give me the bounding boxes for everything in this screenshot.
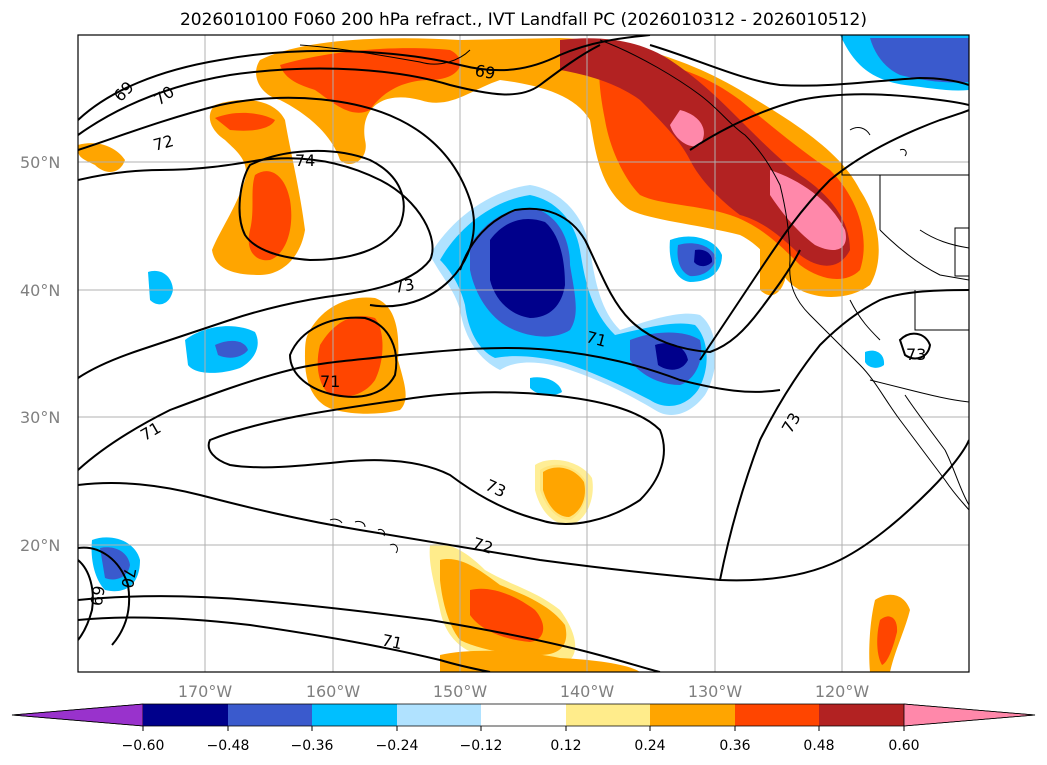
lat-label-50n: 50°N — [20, 153, 60, 172]
colorbar-segment — [819, 704, 904, 726]
contour-73-small — [898, 332, 932, 360]
fill-red-central — [317, 316, 383, 397]
colorbar-tick-label: −0.24 — [376, 738, 419, 754]
contour-label: 69 — [473, 61, 496, 83]
contour-73-loop — [459, 207, 801, 354]
fill-cyan-farwest — [148, 270, 173, 305]
contour-lines — [78, 35, 969, 672]
fill-blue-west — [215, 340, 248, 358]
fill-cyan-small-2 — [865, 350, 885, 368]
colorbar-segment — [481, 704, 566, 726]
longitude-labels: 170°W 160°W 150°W 140°W 130°W 120°W — [178, 682, 870, 701]
fill-red-south — [470, 588, 544, 642]
lon-label-140w: 140°W — [560, 682, 615, 701]
contour-label: 74 — [295, 151, 315, 170]
colorbar-tick-label: 0.24 — [634, 738, 665, 754]
lat-label-20n: 20°N — [20, 536, 60, 555]
colorbar-tick-label: 0.60 — [888, 738, 919, 754]
coastlines — [299, 35, 969, 554]
contour-70-south — [78, 616, 491, 672]
fill-navy-central — [490, 219, 688, 370]
colorbar-tick-label: 0.36 — [719, 738, 750, 754]
lon-label-170w: 170°W — [178, 682, 233, 701]
contour-71-loop — [288, 316, 398, 398]
colorbar-segment — [650, 704, 735, 726]
colorbar-tick-label: −0.48 — [207, 738, 250, 754]
colorbar-segment — [312, 704, 397, 726]
lon-label-150w: 150°W — [433, 682, 488, 701]
contour-73-south — [207, 391, 665, 525]
contour-label: 71 — [584, 327, 609, 351]
fill-cyan-small-1 — [530, 377, 562, 396]
colorbar-ticks — [142, 726, 905, 731]
contour-73-east — [719, 289, 969, 581]
fill-orange-farwest — [78, 143, 125, 172]
fill-red-se — [877, 616, 898, 665]
contour-71-south — [78, 595, 661, 672]
fill-orange-bottom — [440, 650, 640, 672]
contour-71-east — [699, 109, 969, 361]
colorbar-tick-label: −0.12 — [460, 738, 503, 754]
lon-label-130w: 130°W — [688, 682, 743, 701]
lon-label-160w: 160°W — [306, 682, 361, 701]
contour-label: 69 — [87, 584, 109, 607]
fill-red-north — [280, 48, 461, 113]
contour-72-north — [78, 96, 475, 308]
colorbar-segment — [228, 704, 312, 726]
colorbar-tick-label: 0.48 — [803, 738, 834, 754]
contour-74 — [238, 149, 405, 262]
map-title: 2026010100 F060 200 hPa refract., IVT La… — [179, 10, 867, 30]
positive-anomaly-fills — [78, 38, 910, 672]
colorbar-segment — [566, 704, 650, 726]
colorbar-segment — [11, 703, 144, 727]
contour-label-group: 69 70 72 74 73 71 71 73 71 69 73 73 72 7… — [87, 61, 927, 653]
fill-red-west — [215, 112, 292, 261]
fill-navy-ne-small — [694, 249, 713, 267]
contour-70-north — [78, 44, 601, 136]
contour-73-main — [78, 157, 434, 379]
contour-71-west — [78, 346, 781, 471]
contour-label: 72 — [151, 131, 176, 155]
map-frame — [77, 34, 970, 673]
contour-72-south — [78, 439, 969, 582]
contour-69-ne — [649, 44, 969, 87]
colorbar-segment — [143, 704, 228, 726]
map-area: 69 70 72 74 73 71 71 73 71 69 73 73 72 7… — [78, 35, 969, 672]
contour-69-sw — [78, 559, 94, 641]
colorbar-segment — [397, 704, 481, 726]
contour-label: 73 — [906, 345, 926, 364]
colorbar-segment — [903, 703, 1036, 727]
lat-label-40n: 40°N — [20, 281, 60, 300]
colorbar-tick-label: 0.12 — [550, 738, 581, 754]
contour-label: 71 — [380, 630, 404, 653]
colorbar-segment — [735, 704, 819, 726]
lat-label-30n: 30°N — [20, 408, 60, 427]
colorbar-tick-label: −0.60 — [122, 738, 165, 754]
fill-darkblue-topright — [870, 38, 969, 83]
colorbar: −0.60 −0.48 −0.36 −0.24 −0.12 0.12 0.24 … — [11, 703, 1036, 754]
contour-ne-2 — [689, 93, 969, 151]
fill-orange-small-2 — [543, 467, 585, 517]
contour-69-north — [78, 35, 651, 121]
contour-label: 70 — [117, 566, 139, 589]
negative-anomaly-fills — [91, 35, 969, 592]
colorbar-tick-label: −0.36 — [291, 738, 334, 754]
fill-pink-ne — [670, 110, 846, 250]
contour-label: 71 — [320, 372, 340, 391]
contour-label: 73 — [393, 275, 416, 297]
lon-label-120w: 120°W — [815, 682, 870, 701]
latitude-labels: 50°N 40°N 30°N 20°N — [20, 153, 60, 555]
fill-brown-ne — [560, 38, 850, 266]
contour-70-sw — [78, 546, 131, 646]
